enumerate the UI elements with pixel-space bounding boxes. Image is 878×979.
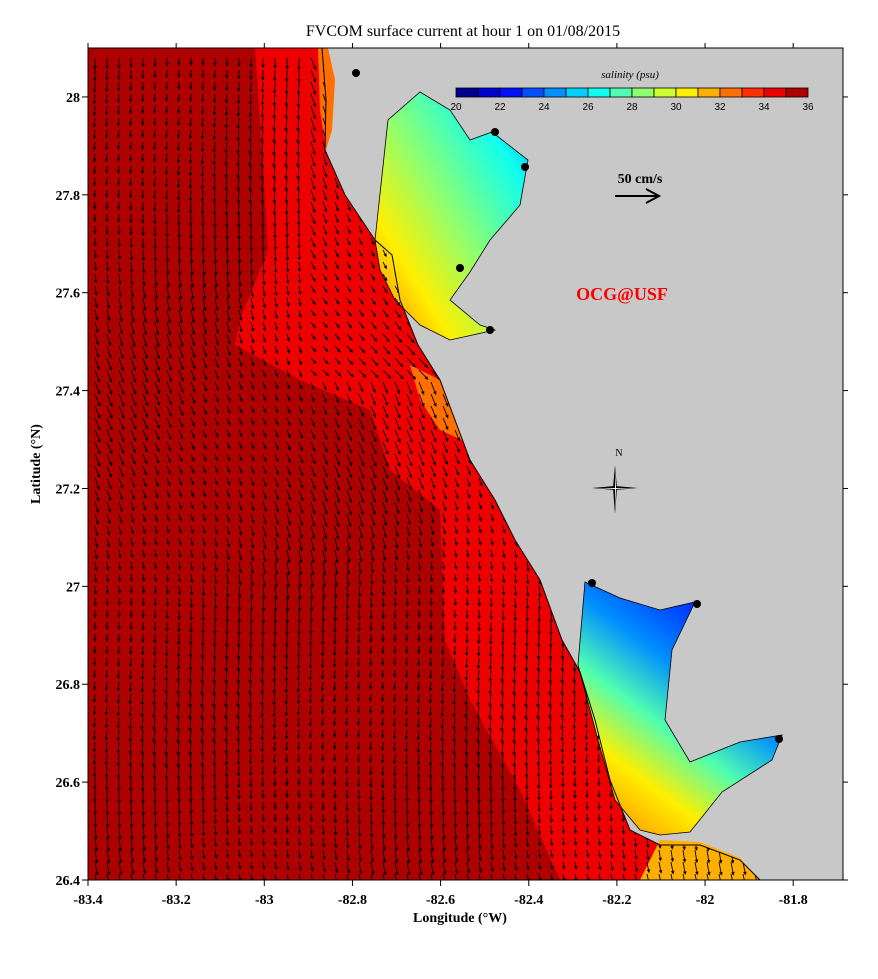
colorbar-swatch [455, 87, 479, 98]
y-tick-label: 27.4 [56, 385, 81, 400]
colorbar-swatch [763, 87, 787, 98]
x-axis-label: Longitude (°W) [413, 911, 507, 926]
sarasota-bay-salinity [410, 365, 462, 440]
colorbar-tick-label: 30 [670, 102, 682, 113]
charlotte-harbor-salinity [577, 581, 783, 836]
figure-title: FVCOM surface current at hour 1 on 01/08… [306, 23, 620, 40]
salinity-colorbar: salinity (psu) 20 22 24 26 28 30 32 34 36 [450, 69, 814, 113]
coastal-low-salinity-north [318, 48, 335, 150]
x-tick-label: -83.2 [162, 893, 191, 908]
x-tick-label: -82.8 [338, 893, 367, 908]
colorbar-swatch [741, 87, 765, 98]
y-tick-label: 26.4 [56, 874, 81, 889]
colorbar-swatch [631, 87, 655, 98]
colorbar-swatch [675, 87, 699, 98]
estero-bay-salinity [640, 840, 760, 880]
x-tick-label: -83.4 [73, 893, 102, 908]
scale-arrow-label: 50 cm/s [618, 172, 663, 187]
y-tick-label: 27.6 [56, 287, 81, 302]
y-tick-label: 27.2 [56, 482, 81, 497]
colorbar-tick-label: 32 [714, 102, 726, 113]
tampa-bay-salinity [374, 91, 529, 341]
colorbar-swatch [785, 87, 809, 98]
plot-frame [87, 47, 844, 881]
x-tick-label: -82.6 [426, 893, 455, 908]
x-tick-label: -82.2 [602, 893, 631, 908]
y-tick-label: 27 [66, 580, 80, 595]
river-stations [352, 69, 783, 743]
x-tick-label: -81.8 [779, 893, 808, 908]
y-axis: 26.4 26.6 26.8 27 27.2 27.4 27.6 27.8 28 [56, 91, 848, 889]
colorbar-swatch [477, 87, 501, 98]
coastline [321, 48, 761, 880]
x-axis: -83.4 -83.2 -83 -82.8 -82.6 -82.4 -82.2 -82 -81.… [73, 43, 808, 908]
y-tick-label: 26.8 [56, 678, 81, 693]
map-area [88, 48, 843, 880]
x-tick-label: -82.4 [514, 893, 543, 908]
colorbar-label: salinity (psu) [601, 69, 659, 81]
colorbar-swatch [565, 87, 589, 98]
watermark-text: OCG@USF [576, 284, 668, 304]
colorbar-tick-label: 36 [802, 102, 814, 113]
colorbar-swatch [521, 87, 545, 98]
colorbar-tick-label: 22 [494, 102, 506, 113]
colorbar-swatch [499, 87, 523, 98]
colorbar-swatch [609, 87, 633, 98]
colorbar-swatch [543, 87, 567, 98]
colorbar-tick-label: 24 [538, 102, 550, 113]
colorbar-swatch [587, 87, 611, 98]
north-compass-icon: N [592, 448, 638, 514]
compass-label: N [615, 448, 622, 459]
y-tick-label: 26.6 [56, 776, 81, 791]
x-tick-label: -82 [696, 893, 715, 908]
scale-arrow: 50 cm/s [615, 172, 663, 204]
y-tick-label: 28 [66, 91, 80, 106]
y-axis-label: Latitude (°N) [29, 424, 44, 504]
colorbar-swatch [697, 87, 721, 98]
ocean-offshore-salinity [88, 48, 560, 880]
colorbar-swatch [653, 87, 677, 98]
x-tick-label: -83 [255, 893, 274, 908]
colorbar-tick-label: 20 [450, 102, 462, 113]
colorbar-swatch [719, 87, 743, 98]
colorbar-tick-label: 34 [758, 102, 770, 113]
colorbar-tick-label: 28 [626, 102, 638, 113]
y-tick-label: 27.8 [56, 189, 81, 204]
colorbar-tick-label: 26 [582, 102, 594, 113]
